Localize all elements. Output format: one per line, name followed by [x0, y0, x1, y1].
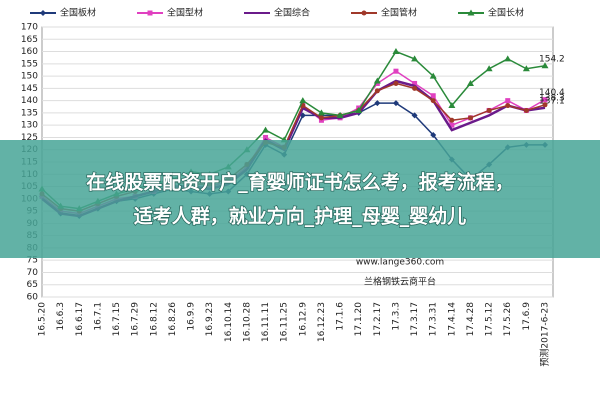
watermark-name: 兰格钢铁云商平台 [364, 276, 436, 288]
marker [299, 97, 307, 104]
x-tick-label: 17.1.20 [354, 302, 364, 337]
marker [336, 111, 344, 118]
data-label: 138.3 [539, 93, 565, 103]
x-tick-label: 17.3.17 [410, 302, 420, 336]
y-tick-label: 140 [21, 96, 38, 106]
y-tick-label: 75 [27, 256, 38, 266]
y-tick-label: 70 [27, 268, 39, 278]
marker [411, 55, 419, 62]
marker [147, 10, 153, 16]
marker [355, 106, 363, 113]
y-tick-label: 150 [21, 72, 38, 82]
marker [40, 10, 46, 16]
legend-label: 全国型材 [167, 7, 203, 19]
banner-text: 适考人群，就业方向_护理_母婴_婴幼儿 [134, 205, 467, 228]
marker [374, 88, 380, 94]
marker [523, 107, 529, 113]
marker [393, 80, 399, 86]
banner-text: 在线股票配资开户_育婴师证书怎么考，报考流程， [86, 171, 514, 194]
marker [412, 85, 418, 91]
data-label: 137.1 [539, 96, 565, 106]
x-tick-label: 16.11.25 [280, 302, 290, 342]
watermark-url: www.lange360.com [356, 258, 444, 268]
x-tick-label: 16.8.26 [168, 302, 178, 337]
y-tick-label: 145 [21, 84, 38, 94]
x-tick-label: 16.5.20 [38, 302, 48, 337]
x-tick-label: 16.7.1 [93, 302, 103, 331]
marker [393, 68, 399, 74]
marker [429, 72, 437, 79]
marker [317, 109, 325, 116]
legend-label: 全国综合 [274, 7, 310, 19]
marker [392, 100, 399, 107]
x-tick-label: 16.12.23 [317, 302, 327, 342]
marker [411, 112, 418, 119]
marker [467, 9, 475, 16]
marker [430, 93, 436, 99]
y-tick-label: 155 [21, 59, 38, 69]
x-tick-label: 预测2017-6-23 [540, 302, 551, 367]
x-tick-label: 16.9.9 [187, 302, 197, 331]
x-tick-label: 17.3.3 [391, 302, 401, 331]
x-tick-label: 17.1.6 [336, 302, 346, 331]
marker [448, 102, 456, 109]
x-tick-label: 16.8.12 [149, 302, 159, 336]
marker [449, 117, 455, 123]
y-tick-label: 60 [27, 293, 39, 303]
y-tick-label: 125 [21, 133, 38, 143]
legend-label: 全国板材 [60, 7, 96, 19]
marker [430, 98, 436, 104]
x-tick-label: 16.6.3 [56, 302, 66, 331]
marker [392, 48, 400, 55]
marker [505, 103, 511, 109]
x-tick-label: 16.7.29 [131, 302, 141, 337]
marker [374, 100, 381, 107]
x-tick-label: 16.10.28 [242, 302, 252, 342]
legend-label: 全国长材 [488, 7, 524, 19]
data-label: 154.2 [539, 54, 565, 64]
x-tick-label: 16.9.23 [205, 302, 215, 336]
marker [504, 55, 512, 62]
x-tick-label: 16.11.11 [261, 302, 271, 342]
marker [522, 65, 530, 72]
y-tick-label: 165 [21, 35, 38, 45]
marker [466, 79, 474, 86]
marker [467, 115, 473, 121]
x-tick-label: 17.3.31 [429, 302, 439, 336]
marker [318, 115, 324, 121]
marker [449, 122, 455, 128]
banner [0, 140, 600, 258]
x-tick-label: 17.5.26 [503, 302, 513, 337]
y-tick-label: 160 [21, 47, 38, 57]
marker [486, 107, 492, 113]
marker [412, 80, 418, 86]
y-tick-label: 130 [21, 121, 38, 131]
marker [373, 77, 381, 84]
marker [485, 65, 493, 72]
legend-label: 全国管材 [381, 7, 417, 19]
y-tick-label: 135 [21, 108, 38, 118]
x-tick-label: 17.2.17 [373, 302, 383, 336]
x-tick-label: 16.10.14 [224, 302, 234, 342]
x-tick-label: 17.4.28 [466, 302, 476, 337]
marker [541, 62, 549, 69]
y-tick-label: 170 [21, 23, 38, 33]
x-tick-label: 17.4.14 [447, 302, 457, 337]
x-tick-label: 16.7.15 [112, 302, 122, 336]
marker [542, 97, 548, 103]
marker [361, 10, 367, 16]
marker [505, 98, 511, 104]
x-tick-label: 16.6.17 [75, 302, 85, 336]
x-tick-label: 17.6.9 [522, 302, 532, 331]
data-label: 140.4 [539, 88, 565, 98]
x-tick-label: 17.5.12 [485, 302, 495, 336]
marker [542, 102, 548, 108]
y-tick-label: 65 [27, 280, 38, 290]
marker [263, 134, 269, 140]
marker [430, 132, 437, 138]
x-tick-label: 16.12.9 [298, 302, 308, 337]
marker [262, 126, 270, 133]
